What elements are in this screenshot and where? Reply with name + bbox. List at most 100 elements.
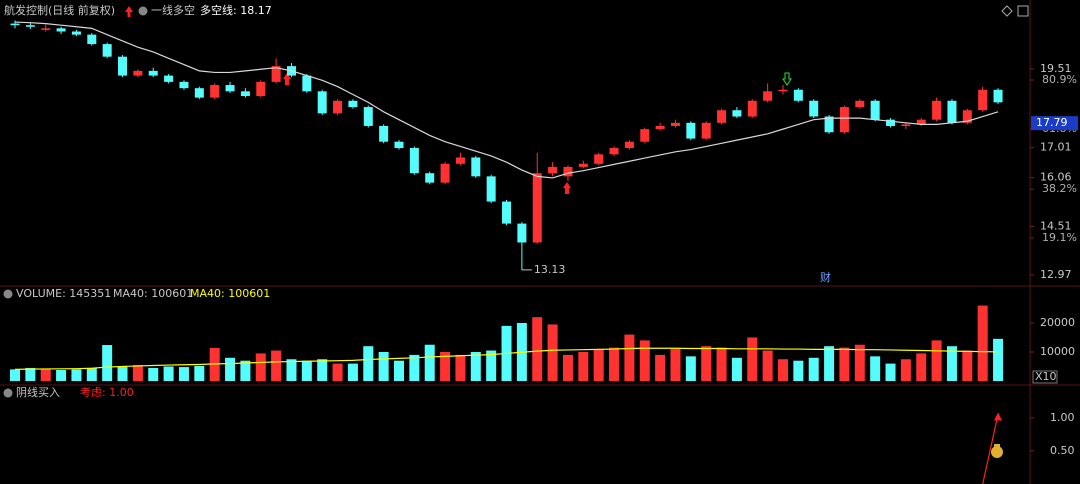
candle-body: [763, 91, 773, 101]
volume-bar: [56, 369, 67, 381]
volume-bar: [71, 369, 82, 381]
volume-bar: [655, 354, 666, 381]
candle-body: [179, 81, 189, 89]
candle-body: [686, 122, 696, 139]
settings-icon: [3, 388, 13, 398]
volume-bar: [117, 367, 128, 381]
low-label: 13.13: [534, 263, 566, 276]
volume-bar: [255, 353, 266, 381]
candle-body: [271, 66, 281, 82]
y-tick-label: 17.01: [1040, 141, 1072, 154]
volume-bar: [839, 347, 850, 381]
candle-body: [118, 56, 128, 76]
volume-bar: [102, 345, 113, 381]
volume-bar: [593, 349, 604, 381]
candle-body: [809, 100, 819, 117]
candle-body: [455, 157, 465, 164]
candle-body: [333, 100, 343, 114]
candle-body: [978, 89, 988, 111]
settings-icon: [138, 6, 148, 16]
candle-body: [256, 81, 266, 97]
volume-bar: [394, 360, 404, 381]
volume-bar: [962, 350, 973, 381]
candle-body: [793, 89, 803, 101]
volume-ma-label: MA40: 100601: [113, 287, 193, 300]
volume-bar: [440, 351, 451, 381]
candle-body: [886, 119, 896, 126]
volume-label: VOLUME: 145351: [16, 287, 111, 300]
volume-bar: [778, 359, 788, 381]
candle-body: [502, 201, 512, 224]
indicator-name: 一线多空: [151, 3, 195, 17]
candle-body: [701, 122, 711, 139]
candle-body: [210, 85, 220, 98]
candle-body: [148, 70, 158, 76]
indicator-title: 阴线买入: [16, 385, 60, 399]
candle-body: [548, 166, 558, 174]
candle-body: [916, 119, 926, 125]
candle-body: [133, 70, 143, 76]
candle-body: [409, 148, 419, 174]
volume-bar: [762, 350, 773, 381]
y-tick-label: 19.1%: [1042, 231, 1077, 244]
candle-body: [317, 91, 327, 114]
candle-body: [563, 166, 573, 177]
candle-body: [532, 173, 542, 243]
scale-label: X10: [1035, 370, 1057, 383]
y-tick-label: 12.97: [1040, 268, 1072, 281]
candle-body: [25, 25, 35, 27]
settings-icon: [3, 289, 13, 299]
volume-bar: [747, 337, 758, 381]
volume-bar: [178, 367, 189, 381]
candle-body: [240, 91, 250, 97]
volume-bar: [993, 338, 1004, 381]
candle-body: [10, 23, 20, 26]
indicator-value: 多空线: 18.17: [200, 3, 272, 17]
candle-body: [624, 141, 634, 149]
candle-body: [41, 28, 51, 30]
volume-bar: [10, 369, 20, 381]
candle-body: [901, 124, 911, 126]
candle-body: [102, 44, 112, 57]
candle-body: [394, 141, 404, 149]
volume-bar: [793, 360, 804, 381]
volume-bar: [900, 359, 911, 381]
candle-body: [870, 100, 880, 120]
y-tick-label: 38.2%: [1042, 182, 1077, 195]
y-tick-label: 16.06: [1040, 171, 1072, 184]
volume-ma-line: [14, 347, 999, 370]
candle-body: [670, 122, 680, 126]
candle-body: [348, 100, 358, 108]
volume-bar: [562, 354, 573, 381]
buy-arrow: [563, 182, 571, 194]
candle-body: [747, 100, 757, 117]
chart-title: 航发控制(日线 前复权): [4, 3, 115, 17]
candle-body: [56, 28, 66, 32]
y-tick-label: 10000: [1040, 345, 1075, 358]
volume-ma-label: MA40: 100601: [190, 287, 270, 300]
volume-bar: [854, 344, 865, 381]
volume-bar: [578, 351, 589, 381]
volume-bar: [639, 340, 650, 381]
candle-body: [425, 173, 435, 183]
candle-body: [609, 148, 619, 155]
volume-bar: [716, 347, 727, 381]
volume-bar: [977, 305, 988, 381]
candle-body: [717, 110, 727, 123]
ma-line: [14, 21, 999, 179]
volume-bar: [40, 368, 51, 381]
volume-bar: [486, 350, 497, 381]
y-tick-label: 1.00: [1050, 411, 1075, 424]
volume-bar: [240, 360, 251, 381]
diamond-button[interactable]: [1001, 5, 1013, 17]
candle-body: [578, 163, 588, 167]
y-tick-label: 80.9%: [1042, 73, 1077, 86]
volume-bar: [624, 334, 635, 381]
window-button[interactable]: [1017, 5, 1029, 17]
buy-arrow: [283, 73, 291, 85]
volume-bar: [163, 366, 174, 381]
candle-body: [962, 110, 972, 123]
candle-body: [471, 157, 481, 177]
